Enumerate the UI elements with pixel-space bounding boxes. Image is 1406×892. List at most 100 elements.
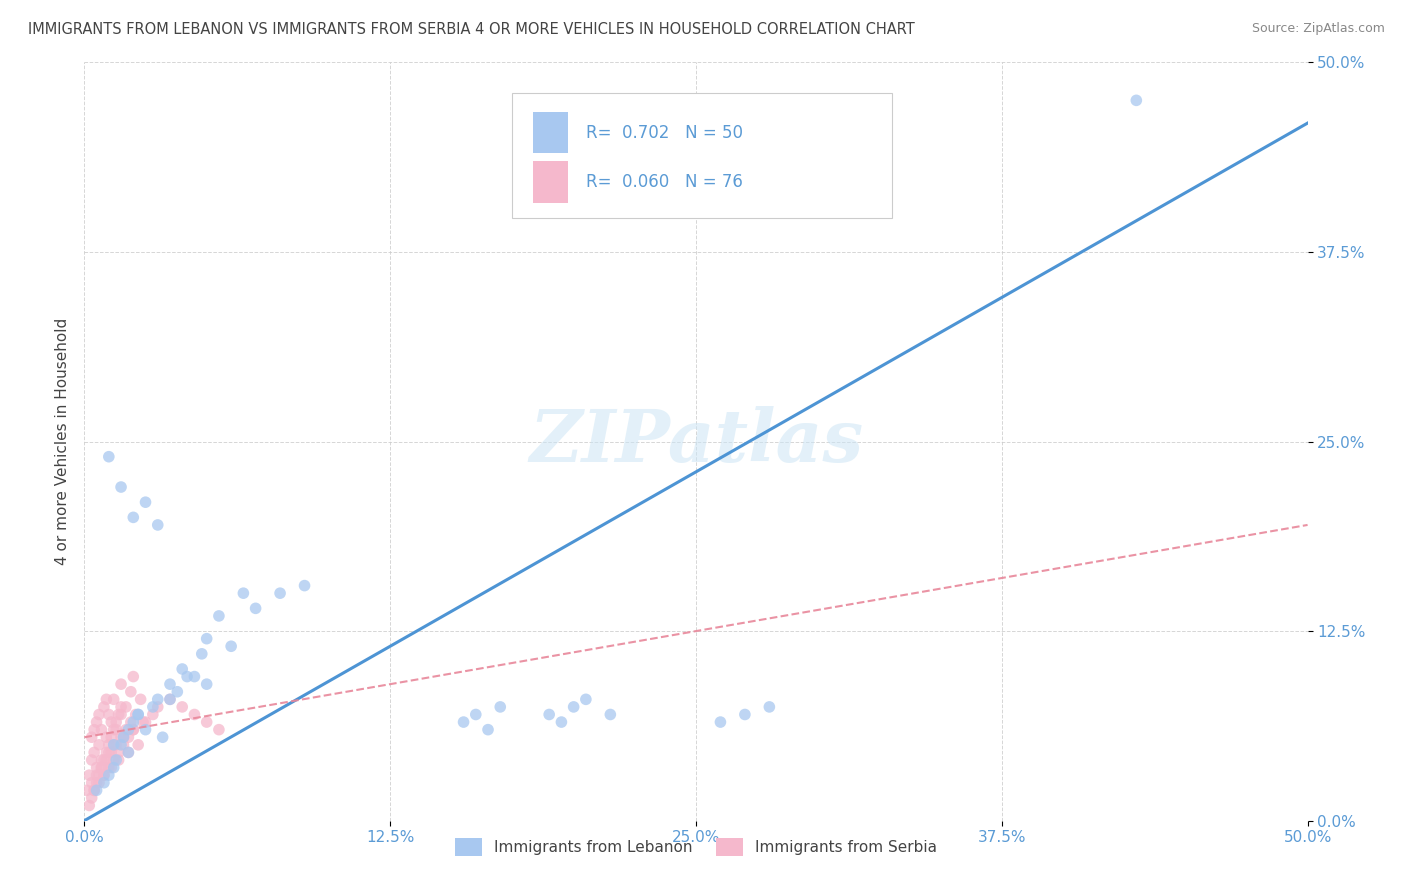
- Point: [269, 586, 291, 600]
- FancyBboxPatch shape: [513, 93, 891, 218]
- Point: [103, 738, 125, 752]
- Point: [83, 783, 105, 797]
- Point: [294, 579, 316, 593]
- Point: [100, 760, 122, 774]
- Point: [80, 730, 103, 744]
- Point: [77, 798, 100, 813]
- Point: [97, 450, 120, 464]
- Point: [110, 677, 132, 691]
- Point: [103, 723, 125, 737]
- Point: [176, 669, 198, 683]
- Text: IMMIGRANTS FROM LEBANON VS IMMIGRANTS FROM SERBIA 4 OR MORE VEHICLES IN HOUSEHOL: IMMIGRANTS FROM LEBANON VS IMMIGRANTS FR…: [28, 22, 915, 37]
- Legend: Immigrants from Lebanon, Immigrants from Serbia: Immigrants from Lebanon, Immigrants from…: [449, 831, 943, 863]
- Point: [127, 707, 149, 722]
- Point: [122, 715, 145, 730]
- Point: [1125, 94, 1147, 108]
- Point: [93, 768, 115, 782]
- Point: [166, 685, 188, 699]
- Point: [77, 768, 100, 782]
- Point: [86, 760, 108, 774]
- Point: [112, 730, 135, 744]
- Point: [489, 699, 512, 714]
- Point: [86, 715, 108, 730]
- Point: [87, 768, 110, 782]
- Point: [97, 707, 120, 722]
- Point: [105, 753, 128, 767]
- Point: [76, 783, 98, 797]
- Point: [96, 753, 118, 767]
- Point: [142, 707, 165, 722]
- Point: [100, 730, 122, 744]
- Point: [122, 723, 145, 737]
- Point: [195, 632, 218, 646]
- Point: [97, 768, 120, 782]
- Point: [146, 517, 169, 532]
- Point: [97, 738, 120, 752]
- Point: [105, 738, 128, 752]
- Point: [105, 715, 128, 730]
- Point: [159, 677, 181, 691]
- Point: [103, 760, 125, 774]
- Point: [159, 692, 181, 706]
- Point: [159, 692, 181, 706]
- FancyBboxPatch shape: [533, 161, 568, 202]
- Point: [117, 746, 139, 760]
- Point: [195, 715, 218, 730]
- Point: [96, 730, 118, 744]
- Point: [80, 753, 103, 767]
- Point: [575, 692, 598, 706]
- Point: [83, 783, 105, 797]
- Text: Source: ZipAtlas.com: Source: ZipAtlas.com: [1251, 22, 1385, 36]
- Point: [172, 662, 194, 676]
- Point: [208, 608, 231, 623]
- Point: [93, 768, 115, 782]
- Point: [107, 753, 129, 767]
- Point: [112, 738, 135, 752]
- Point: [129, 692, 152, 706]
- Point: [709, 715, 731, 730]
- Point: [105, 723, 128, 737]
- Point: [127, 707, 149, 722]
- Point: [734, 707, 756, 722]
- Point: [103, 692, 125, 706]
- Point: [86, 783, 108, 797]
- Point: [87, 738, 110, 752]
- Point: [115, 723, 138, 737]
- Point: [172, 699, 194, 714]
- Point: [93, 699, 115, 714]
- Point: [110, 707, 132, 722]
- Point: [135, 495, 157, 509]
- Point: [122, 723, 145, 737]
- Point: [152, 730, 174, 744]
- Point: [117, 730, 139, 744]
- Text: R=  0.702   N = 50: R= 0.702 N = 50: [586, 124, 742, 142]
- Point: [191, 647, 214, 661]
- Point: [183, 707, 205, 722]
- Point: [86, 776, 108, 790]
- Point: [115, 699, 138, 714]
- Y-axis label: 4 or more Vehicles in Household: 4 or more Vehicles in Household: [55, 318, 70, 566]
- Point: [87, 707, 110, 722]
- Point: [90, 760, 112, 774]
- Point: [103, 738, 125, 752]
- Point: [100, 746, 122, 760]
- Point: [107, 707, 129, 722]
- Point: [122, 510, 145, 524]
- Point: [599, 707, 621, 722]
- Point: [93, 776, 115, 790]
- Point: [110, 730, 132, 744]
- Point: [146, 692, 169, 706]
- Point: [97, 746, 120, 760]
- Point: [550, 715, 572, 730]
- Point: [80, 791, 103, 805]
- Point: [117, 723, 139, 737]
- Point: [127, 738, 149, 752]
- Point: [80, 776, 103, 790]
- Point: [142, 699, 165, 714]
- Point: [232, 586, 254, 600]
- Point: [477, 723, 499, 737]
- Point: [135, 715, 157, 730]
- Text: R=  0.060   N = 76: R= 0.060 N = 76: [586, 173, 742, 191]
- Point: [758, 699, 780, 714]
- Point: [86, 768, 108, 782]
